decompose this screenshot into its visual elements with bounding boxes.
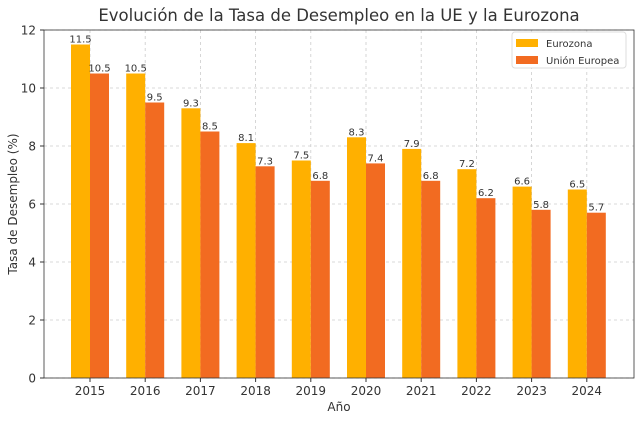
bar-union-europea bbox=[586, 212, 606, 378]
y-axis-label: Tasa de Desempleo (%) bbox=[6, 133, 20, 275]
data-label: 7.5 bbox=[293, 151, 309, 162]
bar-union-europea bbox=[476, 198, 496, 378]
data-label: 5.7 bbox=[588, 203, 604, 214]
legend-box bbox=[511, 31, 627, 69]
data-label: 10.5 bbox=[88, 64, 110, 75]
data-label: 8.3 bbox=[349, 127, 365, 138]
data-label: 8.5 bbox=[202, 122, 218, 133]
data-label: 11.5 bbox=[69, 35, 91, 46]
data-label: 6.5 bbox=[569, 180, 585, 191]
bar-union-europea bbox=[90, 73, 109, 378]
bar-union-europea bbox=[531, 209, 551, 378]
bar-union-europea bbox=[145, 102, 165, 378]
y-tick-label: 2 bbox=[28, 314, 36, 328]
data-label: 6.8 bbox=[312, 171, 328, 182]
bar-eurozona bbox=[291, 160, 311, 378]
bar-eurozona bbox=[402, 148, 422, 378]
legend: Eurozona Unión Europea bbox=[511, 31, 627, 69]
y-tick-label: 4 bbox=[28, 256, 36, 270]
bar-eurozona bbox=[126, 73, 146, 378]
bar-union-europea bbox=[200, 131, 220, 378]
data-label: 5.8 bbox=[533, 200, 549, 211]
bar-eurozona bbox=[567, 189, 587, 378]
data-label: 10.5 bbox=[125, 64, 147, 75]
data-label: 6.6 bbox=[514, 177, 530, 188]
x-axis-label: Año bbox=[327, 400, 350, 414]
bar-union-europea bbox=[366, 163, 385, 378]
x-tick-label: 2018 bbox=[240, 384, 271, 398]
x-tick-label: 2019 bbox=[296, 384, 327, 398]
bar-union-europea bbox=[255, 166, 275, 378]
bar-union-europea bbox=[310, 180, 330, 378]
data-label: 6.8 bbox=[423, 171, 439, 182]
data-label: 9.3 bbox=[183, 98, 199, 109]
data-label: 7.3 bbox=[257, 156, 273, 167]
y-tick-label: 6 bbox=[28, 198, 36, 212]
y-tick-label: 0 bbox=[28, 372, 36, 386]
bar-eurozona bbox=[347, 137, 366, 378]
y-tick-label: 12 bbox=[21, 24, 36, 38]
data-label: 7.4 bbox=[368, 153, 384, 164]
x-tick-label: 2017 bbox=[185, 384, 216, 398]
data-label: 6.2 bbox=[478, 188, 494, 199]
bar-eurozona bbox=[181, 108, 201, 379]
x-tick-label: 2016 bbox=[130, 384, 161, 398]
x-tick-label: 2015 bbox=[75, 384, 106, 398]
bar-eurozona bbox=[512, 186, 532, 378]
plot-frame bbox=[43, 29, 635, 379]
bar-union-europea bbox=[421, 180, 441, 378]
x-tick-label: 2024 bbox=[572, 384, 603, 398]
legend-label: Unión Europea bbox=[546, 55, 619, 67]
y-tick-label: 8 bbox=[28, 140, 36, 154]
data-label: 7.2 bbox=[459, 159, 475, 170]
x-tick-label: 2023 bbox=[516, 384, 547, 398]
x-tick-label: 2020 bbox=[351, 384, 382, 398]
x-tick-label: 2021 bbox=[406, 384, 437, 398]
legend-label: Eurozona bbox=[546, 39, 593, 50]
data-label: 9.5 bbox=[147, 93, 163, 104]
bar-eurozona bbox=[236, 143, 256, 378]
legend-swatch bbox=[516, 56, 538, 64]
legend-swatch bbox=[516, 39, 538, 47]
chart-title: Evolución de la Tasa de Desempleo en la … bbox=[98, 6, 579, 25]
data-label: 8.1 bbox=[238, 133, 254, 144]
y-tick-label: 10 bbox=[21, 82, 36, 96]
data-label: 7.9 bbox=[404, 139, 420, 150]
x-tick-label: 2022 bbox=[461, 384, 492, 398]
bar-eurozona bbox=[457, 169, 477, 378]
bar-eurozona bbox=[71, 44, 90, 378]
